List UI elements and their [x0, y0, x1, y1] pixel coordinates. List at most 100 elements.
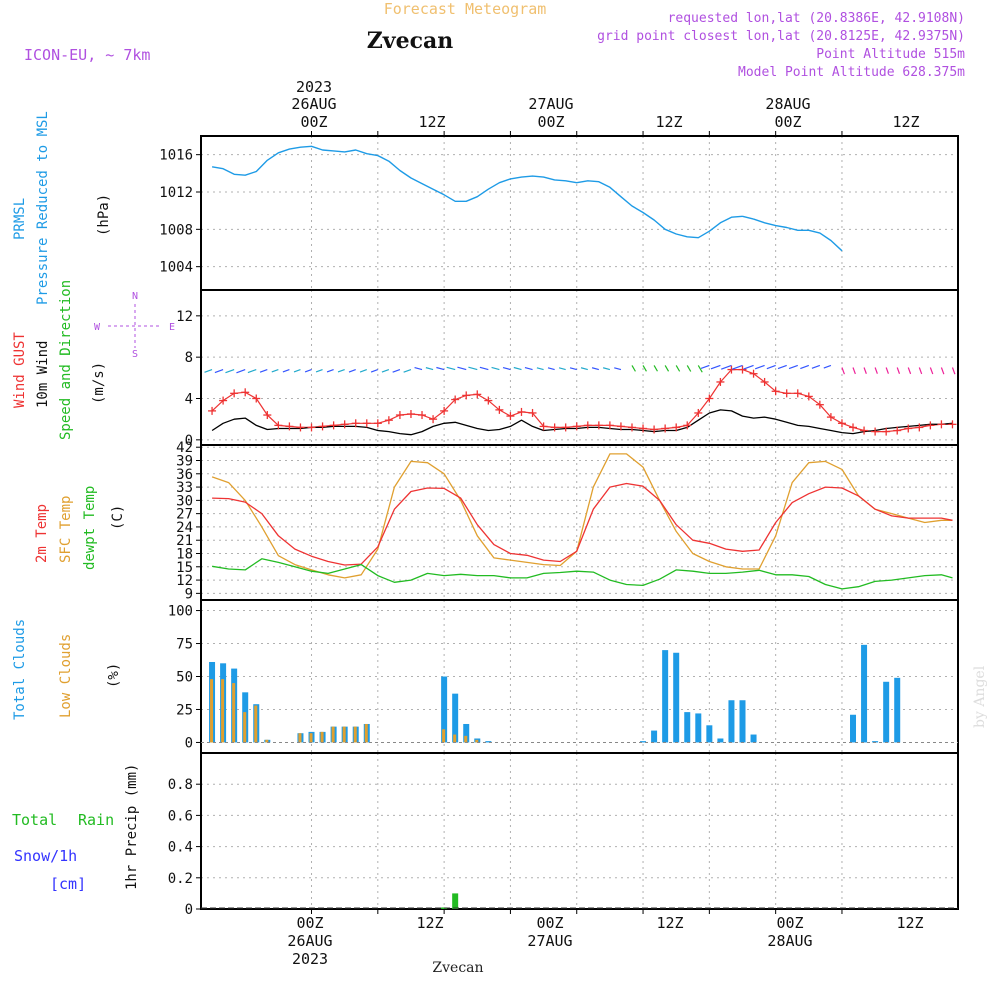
wind-direction-arrow — [811, 364, 821, 369]
temperature-ytick-label: 12 — [176, 573, 193, 589]
pressure-line-cont — [753, 218, 843, 252]
wind-direction-arrow — [675, 365, 681, 372]
pressure-label-msl: Pressure Reduced to MSL — [35, 111, 51, 305]
low-cloud-bar — [320, 731, 324, 743]
clouds-ytick-label: 25 — [176, 702, 193, 718]
temperature-ytick-label: 30 — [176, 493, 193, 509]
model-altitude: Model Point Altitude 628.375m — [738, 65, 965, 80]
wind-direction-arrow — [754, 364, 765, 370]
wind-direction-arrow — [446, 366, 456, 371]
wind-direction-arrow — [591, 367, 599, 371]
cloud-labels: Total Clouds Low Clouds (%) — [12, 619, 122, 720]
pressure-ytick-label: 1012 — [159, 185, 193, 201]
wind-direction-arrow — [304, 369, 312, 373]
dewpoint-line — [211, 558, 953, 590]
temp-label-dew: dewpt Temp — [82, 486, 98, 570]
wind-ytick-label: 4 — [185, 392, 193, 408]
precip-ytick-label: 0.8 — [168, 777, 193, 793]
compass-w: W — [94, 322, 101, 333]
low-cloud-bar — [464, 735, 468, 743]
temperature-labels: 2m Temp SFC Temp dewpt Temp (C) — [34, 486, 126, 570]
pressure-ytick-label: 1016 — [159, 148, 193, 164]
wind-direction-arrow — [951, 367, 956, 375]
wind-direction-arrow — [885, 367, 889, 374]
cloud-unit: (%) — [106, 663, 122, 688]
wind-direction-arrow — [580, 367, 588, 371]
wind-labels: Wind GUST 10m Wind Speed and Direction (… — [12, 280, 107, 440]
footer-location: Zvecan — [432, 960, 483, 976]
wind-direction-arrow — [642, 365, 647, 372]
pressure-ytick-label: 1008 — [159, 222, 193, 238]
low-cloud-bar — [243, 712, 247, 743]
gridpoint-coords: grid point closest lon,lat (20.8125E, 42… — [597, 29, 965, 44]
panels-layer: 1004100810121016048129121518212427303336… — [159, 131, 959, 918]
pressure-label-prmsl: PRMSL — [12, 198, 28, 240]
temperature-ytick-label: 27 — [176, 507, 193, 523]
temp-2m-line — [212, 482, 953, 566]
wind-direction-arrow — [425, 367, 434, 371]
bottom-year-label: 2023 — [292, 950, 328, 968]
pressure-line — [211, 145, 743, 239]
total-cloud-bar — [684, 712, 691, 743]
low-cloud-bar — [298, 733, 302, 743]
clouds-ytick-label: 0 — [185, 735, 193, 751]
wind-direction-arrow — [479, 366, 489, 371]
wind-direction-arrow — [653, 365, 658, 372]
temperature-ytick-label: 15 — [176, 560, 193, 576]
total-cloud-bar — [861, 644, 868, 743]
wind-direction-arrow — [743, 364, 754, 370]
bottom-time-5: 12Z — [896, 914, 923, 932]
total-cloud-bar — [717, 738, 724, 743]
wind-direction-arrow — [315, 369, 323, 373]
low-cloud-bar — [309, 733, 313, 743]
wind-direction-arrow — [800, 364, 810, 370]
low-cloud-bar — [265, 739, 269, 743]
wind-direction-arrow — [370, 369, 379, 373]
compass-e: E — [169, 322, 175, 333]
temperature-ytick-label: 33 — [176, 480, 193, 496]
top-year-label: 2023 — [296, 78, 332, 96]
low-cloud-bar — [364, 723, 368, 743]
total-cloud-bar — [651, 730, 658, 743]
total-cloud-bar — [463, 723, 470, 743]
top-time-axis: 2023 26AUG 00Z 12Z 27AUG 00Z 12Z 28AUG 0… — [291, 78, 919, 131]
precip-frame — [200, 752, 959, 910]
top-time-1: 12Z — [418, 113, 445, 131]
wind-direction-arrow — [491, 366, 500, 371]
wind-direction-arrow — [863, 367, 867, 374]
wind-ytick-label: 0 — [185, 433, 193, 449]
total-cloud-bar — [695, 713, 702, 743]
low-cloud-bar — [353, 726, 357, 743]
top-time-3: 12Z — [655, 113, 682, 131]
compass-rose: N S W E — [94, 291, 175, 360]
total-cloud-bar — [485, 741, 492, 743]
wind-label-10m: 10m Wind — [35, 341, 51, 408]
wind-direction-arrow — [359, 369, 367, 373]
bottom-time-3: 12Z — [656, 914, 683, 932]
wind-direction-arrow — [225, 369, 235, 374]
wind-direction-arrow — [403, 369, 412, 373]
precip-ytick-label: 0.4 — [168, 840, 193, 856]
top-time-5: 12Z — [892, 113, 919, 131]
wind-ytick-label: 12 — [176, 309, 193, 325]
total-cloud-bar — [673, 652, 680, 743]
wind-direction-arrow — [569, 367, 577, 371]
low-cloud-bar — [221, 679, 225, 743]
wind-direction-arrow — [766, 364, 776, 370]
wind-direction-arrow — [732, 364, 743, 370]
wind-direction-arrow — [686, 365, 692, 372]
bottom-time-1: 12Z — [416, 914, 443, 932]
temperature-ytick-label: 24 — [176, 520, 193, 536]
rain-bar — [452, 893, 459, 909]
clouds-ytick-label: 50 — [176, 670, 193, 686]
wind-direction-arrow — [631, 365, 636, 372]
temp-label-2m: 2m Temp — [34, 504, 50, 563]
precip-legend-total: Total — [12, 811, 57, 829]
bottom-date-0: 26AUG — [287, 932, 332, 950]
low-cloud-bar — [331, 726, 335, 743]
wind-direction-arrow — [710, 364, 721, 370]
product-title: Forecast Meteogram — [384, 0, 547, 18]
wind-direction-arrow — [697, 365, 703, 373]
total-cloud-bar — [662, 650, 669, 743]
clouds-ytick-label: 100 — [168, 604, 193, 620]
